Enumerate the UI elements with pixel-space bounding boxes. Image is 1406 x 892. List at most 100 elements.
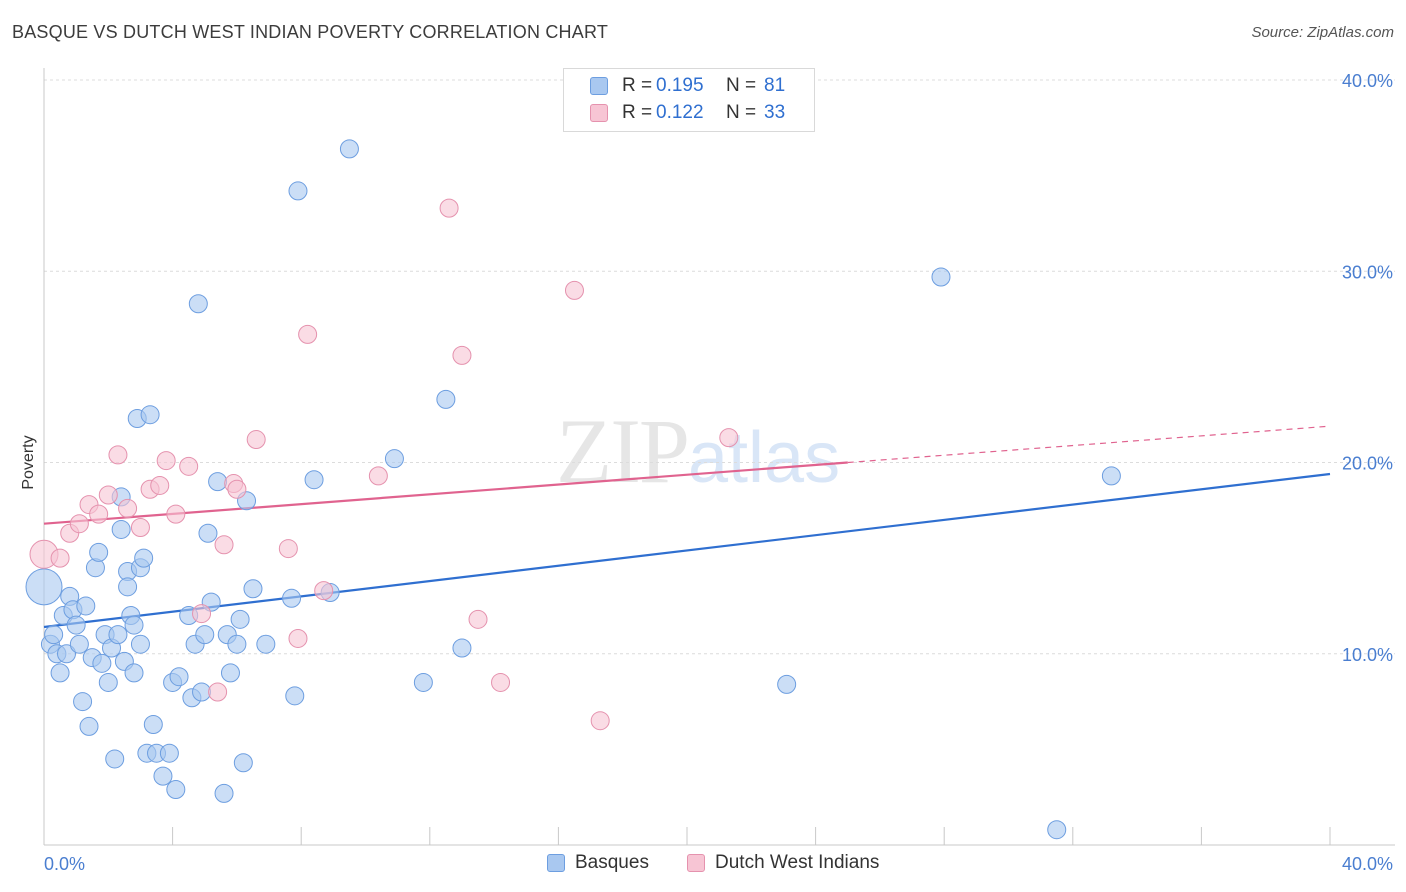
y-tick-label: 30.0%	[1342, 262, 1393, 282]
point-basques	[69, 634, 89, 654]
point-dutch-west-indians	[298, 324, 318, 344]
watermark: ZIPatlas	[556, 398, 840, 504]
point-basques	[166, 780, 186, 800]
y-tick-label: 40.0%	[1342, 71, 1393, 91]
point-basques	[285, 686, 305, 706]
point-basques	[304, 470, 324, 490]
point-basques	[111, 519, 131, 539]
point-basques	[25, 568, 63, 606]
point-basques	[44, 625, 64, 645]
point-basques	[195, 625, 215, 645]
grid-lines	[44, 79, 1395, 655]
point-dutch-west-indians	[69, 514, 89, 534]
x-tick-label: 40.0%	[1342, 854, 1393, 874]
point-basques	[85, 558, 105, 578]
point-basques	[92, 653, 112, 673]
point-basques	[1101, 466, 1121, 486]
n-label: N =	[726, 75, 757, 96]
point-basques	[192, 682, 212, 702]
point-dutch-west-indians	[50, 548, 70, 568]
point-basques	[89, 542, 109, 562]
point-basques	[208, 472, 228, 492]
point-basques	[188, 294, 208, 314]
point-dutch-west-indians	[98, 485, 118, 505]
point-basques	[256, 634, 276, 654]
point-dutch-west-indians	[564, 280, 584, 300]
point-basques	[452, 638, 472, 658]
correlation-legend: R = 0.195 N = 81 R = 0.122 N = 33	[563, 68, 815, 132]
y-tick-label: 10.0%	[1342, 645, 1393, 665]
point-basques	[66, 615, 86, 635]
x-tick-label: 0.0%	[44, 854, 85, 874]
trend-lines	[43, 425, 1331, 629]
legend-row-dutch-west-indians: R = 0.122 N = 33	[590, 100, 785, 126]
r-label: R =	[622, 102, 653, 123]
point-basques	[159, 743, 179, 763]
point-basques	[169, 667, 189, 687]
point-dutch-west-indians	[156, 451, 176, 471]
bottom-swatch-dutch-west-indians	[687, 854, 705, 872]
point-basques	[220, 663, 240, 683]
point-basques	[124, 663, 144, 683]
point-dutch-west-indians	[278, 539, 298, 559]
data-points	[25, 139, 1121, 840]
r-value-dutch-west-indians: 0.122	[656, 102, 704, 123]
bottom-legend-label-dutch-west-indians: Dutch West Indians	[715, 852, 880, 873]
point-basques	[134, 548, 154, 568]
legend-swatch-basques	[590, 77, 608, 95]
point-basques	[50, 663, 70, 683]
n-label: N =	[726, 102, 757, 123]
point-basques	[73, 692, 93, 712]
point-dutch-west-indians	[439, 198, 459, 218]
bottom-legend-basques: Basques	[547, 852, 649, 874]
point-basques	[413, 672, 433, 692]
point-dutch-west-indians	[491, 672, 511, 692]
point-dutch-west-indians	[314, 581, 334, 601]
point-dutch-west-indians	[118, 498, 138, 518]
point-basques	[931, 267, 951, 287]
point-dutch-west-indians	[89, 504, 109, 524]
point-basques	[214, 783, 234, 803]
point-dutch-west-indians	[130, 518, 150, 538]
point-dutch-west-indians	[590, 711, 610, 731]
point-basques	[1047, 820, 1067, 840]
source-label: Source: ZipAtlas.com	[1251, 24, 1394, 41]
r-value-basques: 0.195	[656, 75, 704, 96]
point-dutch-west-indians	[468, 609, 488, 629]
watermark-zip: ZIP	[556, 400, 690, 502]
point-basques	[339, 139, 359, 159]
trend-line-extension	[847, 425, 1331, 464]
point-dutch-west-indians	[452, 345, 472, 365]
point-basques	[105, 749, 125, 769]
point-dutch-west-indians	[214, 535, 234, 555]
point-dutch-west-indians	[719, 428, 739, 448]
point-dutch-west-indians	[179, 456, 199, 476]
point-basques	[98, 672, 118, 692]
y-tick-label: 20.0%	[1342, 454, 1393, 474]
legend-row-basques: R = 0.195 N = 81	[590, 73, 785, 99]
point-basques	[76, 596, 96, 616]
tick-labels: 10.0% 20.0% 30.0% 40.0% 0.0% 40.0% Poverty	[20, 71, 1393, 874]
point-basques	[227, 634, 247, 654]
point-basques	[153, 766, 173, 786]
chart-title: BASQUE VS DUTCH WEST INDIAN POVERTY CORR…	[12, 22, 609, 42]
point-dutch-west-indians	[246, 430, 266, 450]
bottom-legend-label-basques: Basques	[575, 852, 649, 873]
y-axis-label: Poverty	[20, 435, 37, 489]
point-basques	[140, 405, 160, 425]
n-value-basques: 81	[764, 75, 786, 96]
legend-swatch-dutch-west-indians	[590, 104, 608, 122]
point-basques	[282, 588, 302, 608]
point-basques	[288, 181, 308, 201]
n-value-dutch-west-indians: 33	[764, 102, 786, 123]
point-basques	[57, 644, 77, 664]
point-basques	[233, 753, 253, 773]
bottom-legend-dutch-west-indians: Dutch West Indians	[687, 852, 879, 874]
point-dutch-west-indians	[150, 475, 170, 495]
bottom-swatch-basques	[547, 854, 565, 872]
point-dutch-west-indians	[227, 479, 247, 499]
point-basques	[777, 674, 797, 694]
point-basques	[384, 449, 404, 469]
point-basques	[124, 615, 144, 635]
